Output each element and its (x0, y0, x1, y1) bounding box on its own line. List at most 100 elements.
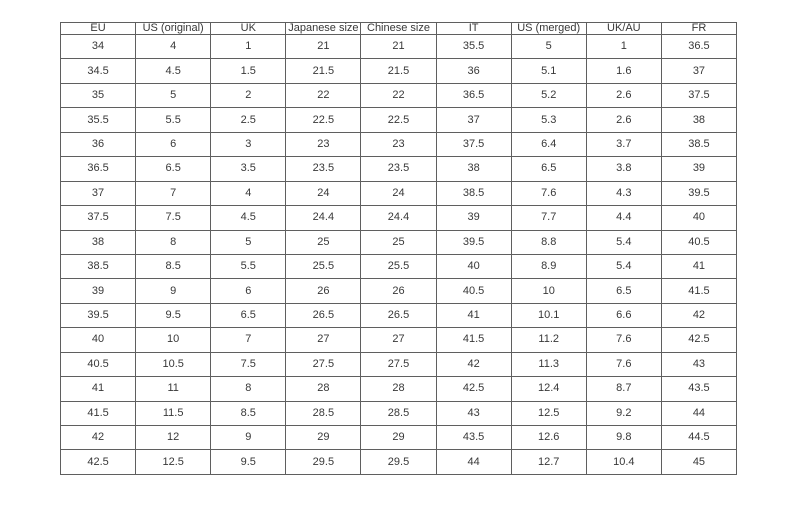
table-cell: 23 (360, 131, 437, 158)
table-cell: 29.5 (285, 449, 362, 475)
table-cell: 6.5 (210, 302, 287, 329)
table-cell: 21 (285, 33, 362, 60)
table-cell: 38.5 (59, 253, 137, 280)
table-cell: 39.5 (435, 229, 512, 255)
table-cell: 21.5 (285, 58, 362, 84)
table-cell: 28.5 (285, 400, 362, 427)
table-cell: 36 (435, 58, 512, 84)
table-cell: 39 (435, 205, 512, 231)
table-cell: 6.6 (585, 302, 662, 329)
table-cell: 22 (285, 82, 362, 109)
table-cell: 23.5 (285, 156, 362, 182)
table-cell: 5.4 (585, 253, 662, 280)
table-cell: 1 (210, 33, 287, 60)
table-cell: 10.4 (585, 449, 662, 475)
column-header: UK/AU (585, 22, 662, 35)
table-cell: 10 (510, 278, 587, 304)
table-cell: 37 (660, 58, 738, 84)
table-cell: 11.5 (135, 400, 212, 427)
table-cell: 43.5 (435, 424, 512, 451)
table-cell: 23 (285, 131, 362, 158)
table-cell: 26 (285, 278, 362, 304)
table-cell: 7.6 (585, 327, 662, 353)
table-cell: 11.2 (510, 327, 587, 353)
table-row: 38.5 8.5 5.5 25.5 25.5 40 8.9 5.4 41 (59, 253, 738, 280)
table-header: EU US (original) UK Japanese size Chinese si… (59, 22, 738, 35)
table-cell: 3.7 (585, 131, 662, 158)
table-cell: 9.5 (210, 449, 287, 475)
table-cell: 4.3 (585, 180, 662, 207)
table-row: 36 6 3 23 23 37.5 6.4 3.7 38.5 (59, 131, 738, 158)
table-row: 34.5 4.5 1.5 21.5 21.5 36 5.1 1.6 37 (59, 58, 738, 84)
table-cell: 4.5 (135, 58, 212, 84)
table-cell: 40 (660, 205, 738, 231)
table-cell: 37.5 (59, 205, 137, 231)
size-conversion-table: EU US (original) UK Japanese size Chinese si… (59, 22, 738, 475)
table-cell: 25.5 (360, 253, 437, 280)
table-cell: 7.6 (510, 180, 587, 207)
table-cell: 37.5 (660, 82, 738, 109)
table-cell: 44 (660, 400, 738, 427)
table-cell: 6.5 (510, 156, 587, 182)
table-cell: 38 (59, 229, 137, 255)
table-cell: 4.5 (210, 205, 287, 231)
table-cell: 26.5 (285, 302, 362, 329)
table-cell: 39.5 (660, 180, 738, 207)
table-cell: 7 (135, 180, 212, 207)
table-cell: 5.2 (510, 82, 587, 109)
table-cell: 9.8 (585, 424, 662, 451)
table-cell: 38 (660, 107, 738, 133)
column-header: Japanese size (285, 22, 362, 35)
table-cell: 35 (59, 82, 137, 109)
table-cell: 3.8 (585, 156, 662, 182)
table-cell: 5.4 (585, 229, 662, 255)
table-cell: 39 (59, 278, 137, 304)
table-cell: 1.5 (210, 58, 287, 84)
column-header: US (merged) (510, 22, 587, 35)
table-cell: 6.5 (585, 278, 662, 304)
table-cell: 26 (360, 278, 437, 304)
table-cell: 22 (360, 82, 437, 109)
table-cell: 28 (285, 376, 362, 402)
table-cell: 37 (435, 107, 512, 133)
table-cell: 3.5 (210, 156, 287, 182)
column-header: EU (59, 22, 137, 35)
table-cell: 41 (59, 376, 137, 402)
table-cell: 36.5 (59, 156, 137, 182)
table-cell: 44.5 (660, 424, 738, 451)
table-cell: 38.5 (660, 131, 738, 158)
table-cell: 40 (59, 327, 137, 353)
table-cell: 7.5 (210, 351, 287, 378)
table-cell: 26.5 (360, 302, 437, 329)
table-cell: 4.4 (585, 205, 662, 231)
table-cell: 37.5 (435, 131, 512, 158)
table-cell: 40.5 (59, 351, 137, 378)
table-row: 39.5 9.5 6.5 26.5 26.5 41 10.1 6.6 42 (59, 302, 738, 329)
table-cell: 41.5 (660, 278, 738, 304)
table-cell: 2.6 (585, 107, 662, 133)
table-cell: 42.5 (435, 376, 512, 402)
table-cell: 40 (435, 253, 512, 280)
table-cell: 8 (210, 376, 287, 402)
table-cell: 36.5 (660, 33, 738, 60)
table-row: 40.5 10.5 7.5 27.5 27.5 42 11.3 7.6 43 (59, 351, 738, 378)
column-header: FR (660, 22, 738, 35)
table-row: 39 9 6 26 26 40.5 10 6.5 41.5 (59, 278, 738, 304)
table-cell: 8.8 (510, 229, 587, 255)
table-cell: 12 (135, 424, 212, 451)
table-row: 41.5 11.5 8.5 28.5 28.5 43 12.5 9.2 44 (59, 400, 738, 427)
table-body: 34 4 1 21 21 35.5 5 1 36.5 34.5 4.5 1.5 21.5 21.5 36 5.… (59, 33, 738, 475)
table-cell: 45 (660, 449, 738, 475)
table-cell: 7.7 (510, 205, 587, 231)
table-cell: 10.5 (135, 351, 212, 378)
table-cell: 5.1 (510, 58, 587, 84)
table-cell: 24.4 (360, 205, 437, 231)
table-cell: 25 (360, 229, 437, 255)
table-cell: 43 (435, 400, 512, 427)
table-cell: 27.5 (285, 351, 362, 378)
table-cell: 5.5 (210, 253, 287, 280)
table-cell: 24.4 (285, 205, 362, 231)
table-cell: 42.5 (59, 449, 137, 475)
table-cell: 6 (135, 131, 212, 158)
